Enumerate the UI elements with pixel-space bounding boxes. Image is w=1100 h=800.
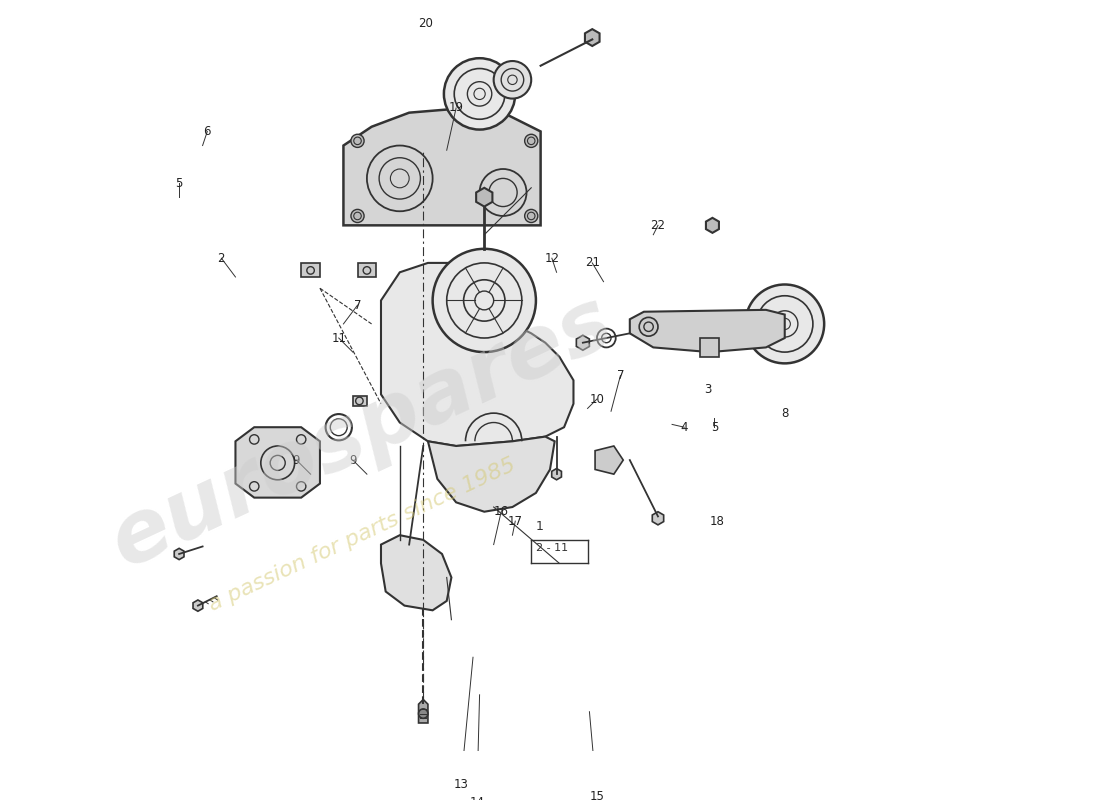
Circle shape <box>525 134 538 147</box>
Text: 13: 13 <box>453 778 469 790</box>
Text: 18: 18 <box>710 514 725 528</box>
Circle shape <box>746 285 824 363</box>
Text: 10: 10 <box>590 393 604 406</box>
Circle shape <box>351 210 364 222</box>
Polygon shape <box>630 310 784 352</box>
Text: 5: 5 <box>175 177 183 190</box>
Circle shape <box>639 318 658 336</box>
Text: 16: 16 <box>494 506 508 518</box>
Text: 19: 19 <box>449 102 463 114</box>
Polygon shape <box>418 699 428 723</box>
Polygon shape <box>235 427 320 498</box>
Text: 4: 4 <box>681 421 688 434</box>
Text: 14: 14 <box>470 796 484 800</box>
Text: 11: 11 <box>331 331 346 345</box>
Circle shape <box>432 249 536 352</box>
Circle shape <box>525 210 538 222</box>
Text: 3: 3 <box>704 383 712 396</box>
Circle shape <box>351 134 364 147</box>
Circle shape <box>494 61 531 98</box>
Polygon shape <box>381 535 451 610</box>
Polygon shape <box>381 263 573 446</box>
Text: 15: 15 <box>590 790 604 800</box>
Text: 5: 5 <box>711 421 718 434</box>
Text: 7: 7 <box>354 298 361 312</box>
Text: a passion for parts since 1985: a passion for parts since 1985 <box>206 455 519 615</box>
Circle shape <box>418 709 428 718</box>
Polygon shape <box>595 446 624 474</box>
Text: eurospares: eurospares <box>98 279 627 585</box>
Text: 8: 8 <box>781 406 789 420</box>
Text: 17: 17 <box>508 514 522 528</box>
Polygon shape <box>343 108 540 226</box>
Text: 22: 22 <box>650 219 666 232</box>
Polygon shape <box>358 263 376 277</box>
Text: 9: 9 <box>293 454 300 466</box>
Polygon shape <box>428 437 554 512</box>
Text: 6: 6 <box>204 125 211 138</box>
Text: 21: 21 <box>585 257 600 270</box>
Text: 20: 20 <box>419 17 433 30</box>
Polygon shape <box>353 396 367 406</box>
Text: 9: 9 <box>349 454 356 466</box>
Text: 7: 7 <box>617 369 624 382</box>
Text: 2: 2 <box>218 252 226 265</box>
Text: 12: 12 <box>544 252 560 265</box>
Text: 1: 1 <box>536 521 543 534</box>
Text: 2 - 11: 2 - 11 <box>536 543 568 553</box>
Polygon shape <box>701 338 719 357</box>
Circle shape <box>444 58 515 130</box>
Polygon shape <box>301 263 320 277</box>
